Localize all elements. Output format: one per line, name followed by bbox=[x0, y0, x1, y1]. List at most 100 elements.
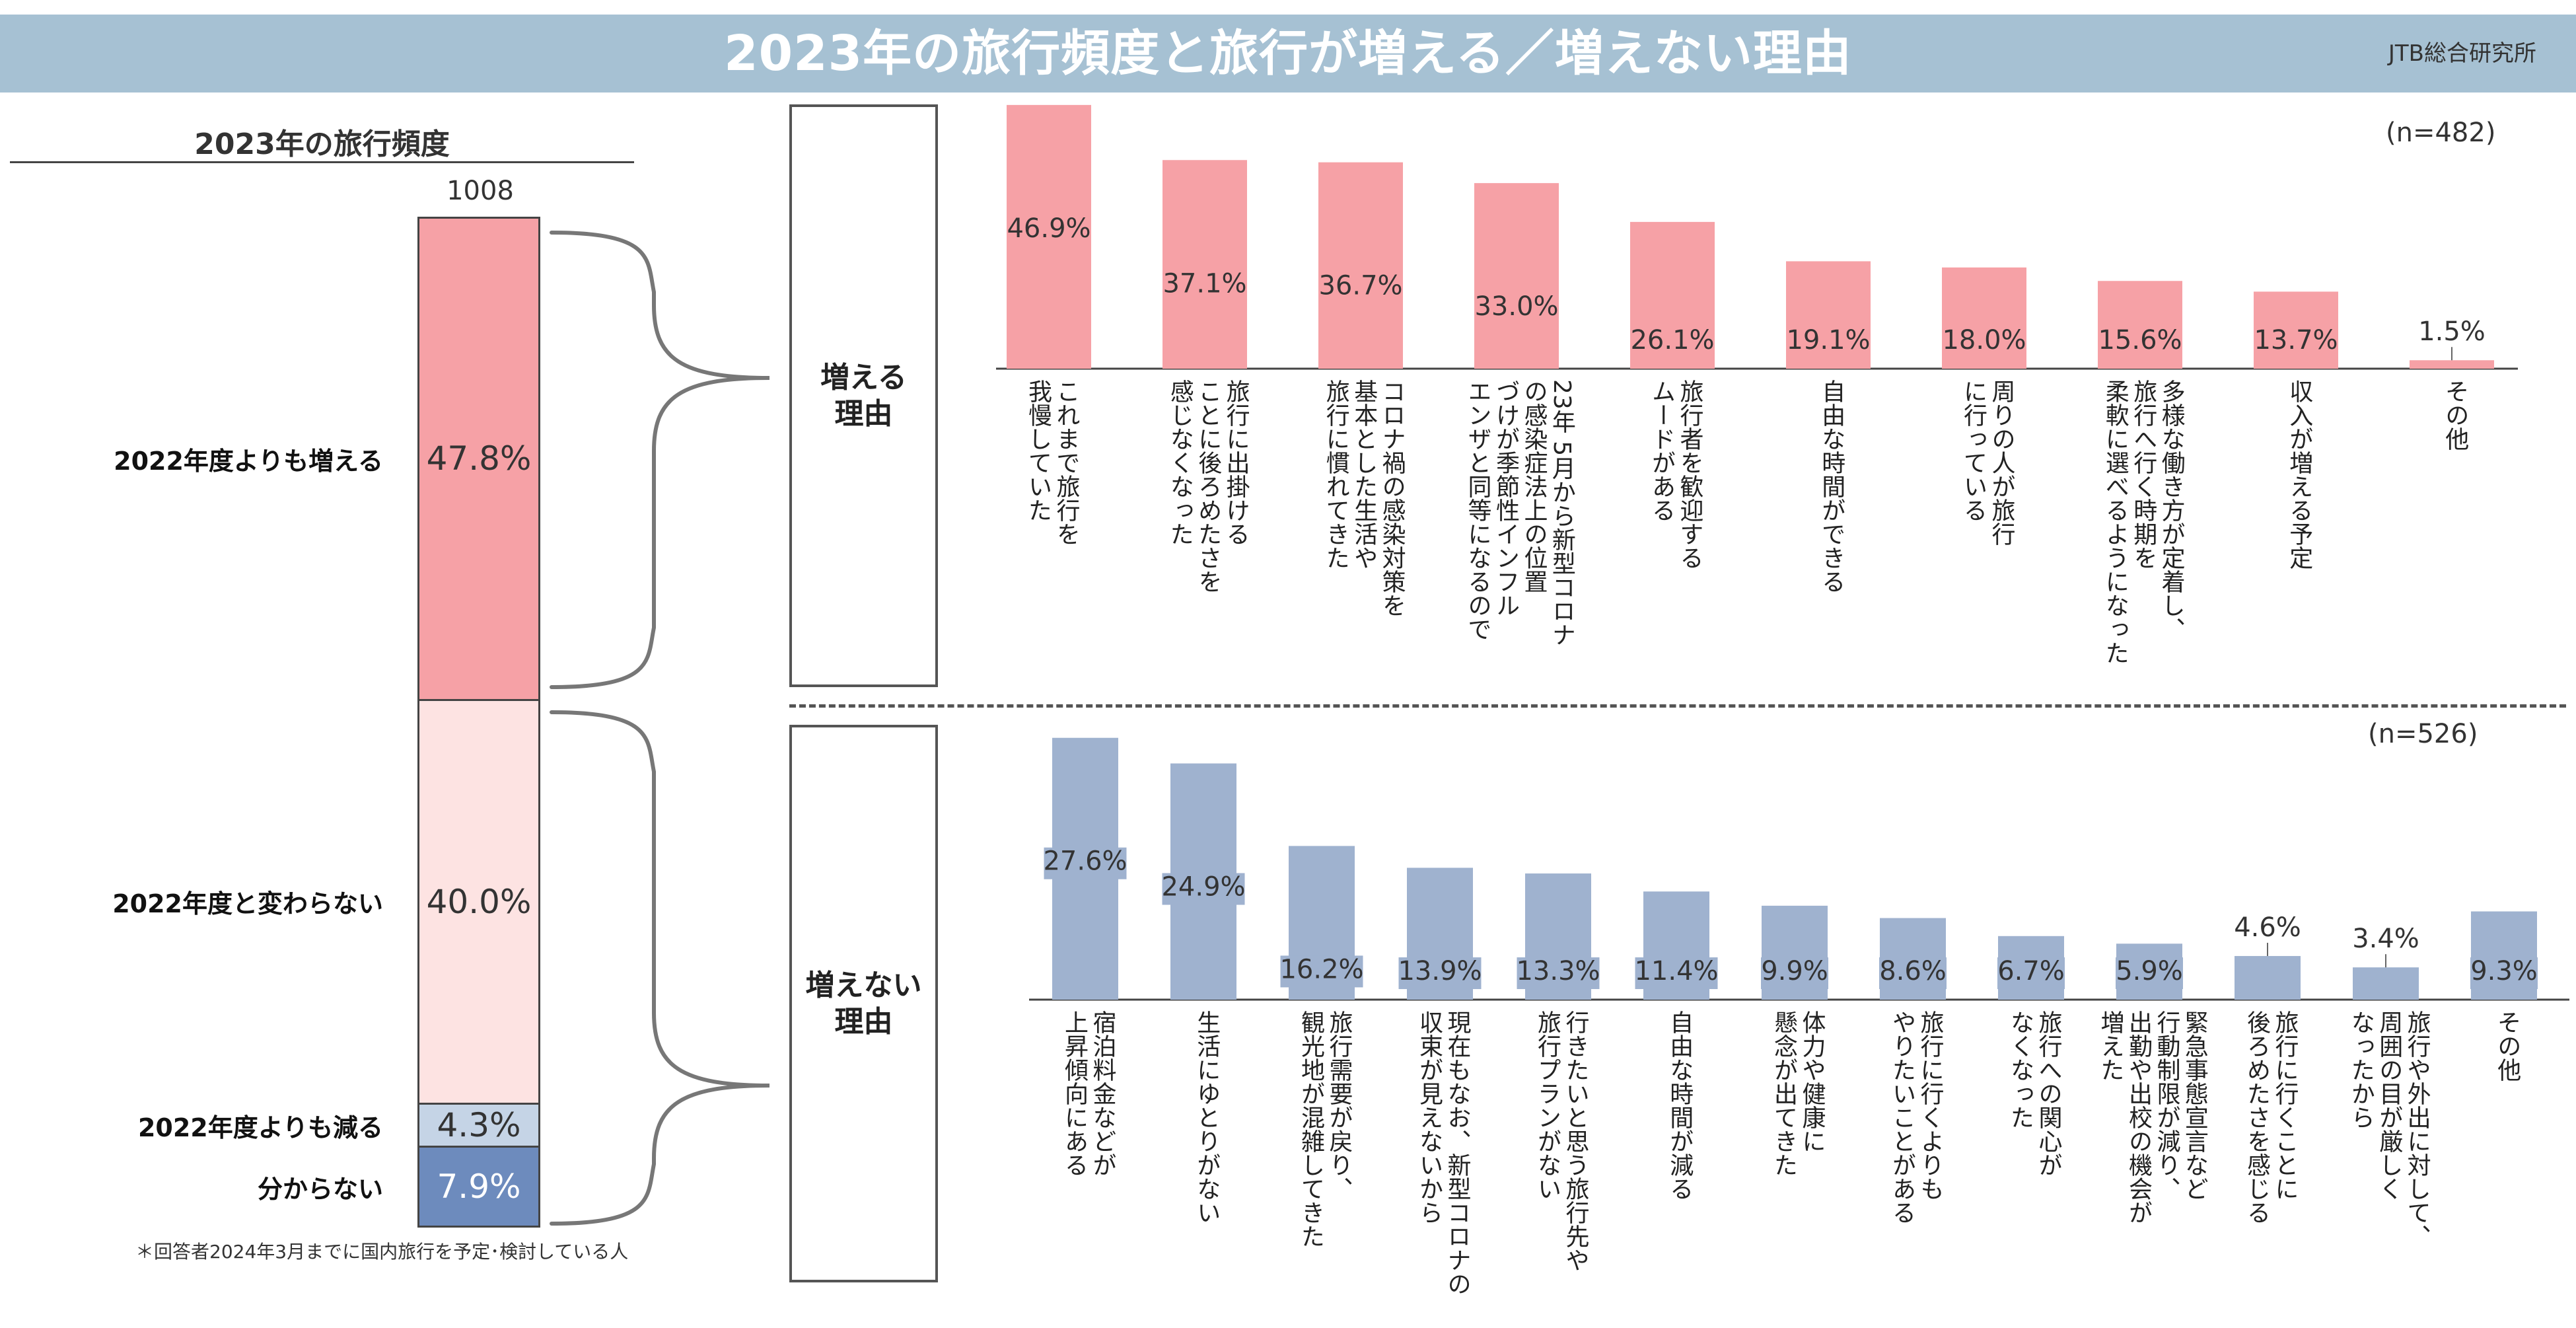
no-increase-reasons-bars: 27.6% 24.9% 16.2% 13.9% 13.3% 11.4% 9.9% 8.6% 6.… bbox=[1029, 737, 2569, 1001]
category-label: コロナ禍の感染対策を 基本とした生活や 旅行に慣れてきた bbox=[1322, 379, 1406, 617]
stack-segment-value: 4.3% bbox=[437, 1106, 521, 1145]
data-label-bg bbox=[1997, 957, 2065, 989]
increase-bracket bbox=[550, 231, 770, 689]
category-label: 旅行や外出に対して、 周囲の目が厳しく なったから bbox=[2347, 1010, 2431, 1248]
category-label: 行きたいと思う旅行先や 旅行プランがない bbox=[1533, 1010, 1589, 1272]
bar bbox=[1163, 160, 1247, 369]
category-label: 宿泊料金などが 上昇傾向にある bbox=[1060, 1010, 1116, 1177]
category-label: 旅行に出掛ける ことに後ろめたさを 感じなくなった bbox=[1166, 379, 1250, 593]
no-increase-n-label: (n=526) bbox=[2368, 719, 2478, 749]
category-label: その他 bbox=[2441, 379, 2469, 451]
category-label: 旅行需要が戻り、 観光地が混雑してきた bbox=[1297, 1010, 1353, 1248]
stack-segment-value: 7.9% bbox=[437, 1167, 521, 1206]
data-label-bg bbox=[1162, 873, 1245, 905]
bar bbox=[2235, 955, 2301, 1000]
category-label: 自由な時間が減る bbox=[1666, 1010, 1694, 1200]
stack-segment: 40.0% bbox=[417, 698, 540, 1105]
category-label: 自由な時間ができる bbox=[1818, 379, 1845, 593]
increase-reasons-bars: 46.9% 37.1% 36.7% 33.0% 26.1% 19.1% 18.0% 15.6%… bbox=[996, 104, 2518, 370]
data-label: 36.7% bbox=[1318, 271, 1402, 301]
footnote: ＊回答者2024年3月までに国内旅行を予定･検討している人 bbox=[135, 1241, 629, 1263]
data-label-bg bbox=[1007, 214, 1091, 246]
data-label-bg bbox=[1044, 847, 1127, 879]
data-label-bg bbox=[1761, 957, 1828, 989]
data-label: 27.6% bbox=[1043, 846, 1127, 877]
data-label-bg bbox=[1943, 326, 2026, 358]
category-label: 旅行に行くことに 後ろめたさを感じる bbox=[2242, 1010, 2299, 1224]
category-label: 緊急事態宣言など 行動制限が減り、 出勤や出校の機会が 増えた bbox=[2096, 1010, 2208, 1224]
bar bbox=[1318, 162, 1403, 369]
category-label: 体力や健康に 懸念が出てきた bbox=[1770, 1010, 1826, 1177]
data-label: 19.1% bbox=[1786, 325, 1870, 355]
data-label: 5.9% bbox=[2116, 956, 2183, 986]
stack-category-label: 2022年度よりも減る bbox=[137, 1113, 383, 1142]
data-label: 46.9% bbox=[1007, 213, 1091, 244]
data-label-bg bbox=[2116, 957, 2183, 989]
data-label: 4.6% bbox=[2234, 912, 2301, 943]
data-label: 6.7% bbox=[1997, 956, 2065, 986]
frequency-title-rule bbox=[10, 161, 634, 163]
data-label: 13.3% bbox=[1516, 956, 1600, 986]
category-label: 多様な働き方が定着し、 旅行へ行く時期を 柔軟に選べるようになった bbox=[2101, 379, 2185, 665]
bar bbox=[2353, 967, 2419, 1000]
stack-category-label: 分からない bbox=[257, 1174, 383, 1204]
stack-segment: 4.3% bbox=[417, 1102, 540, 1148]
data-label-bg bbox=[1635, 957, 1718, 989]
no-increase-bracket bbox=[550, 710, 770, 1226]
data-label: 26.1% bbox=[1630, 325, 1714, 355]
data-label: 18.0% bbox=[1942, 325, 2026, 355]
data-label: 9.9% bbox=[1761, 956, 1828, 986]
stack-segment-value: 40.0% bbox=[426, 882, 532, 921]
category-label: 収入が増える予定 bbox=[2285, 379, 2313, 570]
data-label-bg bbox=[2254, 326, 2338, 358]
data-label-bg bbox=[1280, 955, 1363, 988]
data-label-bg bbox=[1879, 957, 1947, 989]
brackets bbox=[550, 231, 770, 1226]
stack-category-label: 2022年度よりも増える bbox=[114, 446, 383, 476]
section-divider bbox=[789, 704, 2566, 708]
data-label: 37.1% bbox=[1163, 268, 1246, 299]
no-increase-reason-box: 増えない 理由 bbox=[789, 725, 938, 1282]
data-label: 24.9% bbox=[1161, 872, 1245, 903]
bar bbox=[2410, 360, 2494, 369]
increase-reason-box: 増える 理由 bbox=[789, 104, 938, 687]
category-label: 現在もなお、新型コロナの 収束が見えないから bbox=[1415, 1010, 1471, 1296]
frequency-chart-title: 2023年の旅行頻度 bbox=[194, 128, 450, 161]
data-label-bg bbox=[1398, 957, 1482, 989]
category-label: 23年 5月から新型コロナ の感染症法上の位置 づけが季節性インフル エンザと同等にな… bbox=[1464, 379, 1575, 647]
category-label: 旅行に行くよりも やりたいことがある bbox=[1888, 1010, 1944, 1224]
data-label: 13.7% bbox=[2254, 325, 2338, 355]
data-label-bg bbox=[2470, 957, 2538, 989]
data-label: 8.6% bbox=[1879, 956, 1947, 986]
category-label: 周りの人が旅行 に行っている bbox=[1959, 379, 2015, 546]
data-label: 11.4% bbox=[1634, 956, 1718, 986]
data-label: 9.3% bbox=[2470, 956, 2538, 986]
no-increase-reason-box-label: 増えない 理由 bbox=[805, 969, 922, 1039]
frequency-total-label: 1008 bbox=[447, 176, 514, 206]
data-label-bg bbox=[1517, 957, 1600, 989]
data-label: 3.4% bbox=[2352, 924, 2419, 954]
data-label-bg bbox=[2098, 326, 2182, 358]
category-label: 旅行者を歓迎する ムードがある bbox=[1647, 379, 1703, 570]
data-label-bg bbox=[1319, 272, 1402, 304]
data-label: 33.0% bbox=[1474, 291, 1558, 322]
data-label-bg bbox=[1475, 293, 1558, 325]
stack-segment: 47.8% bbox=[417, 217, 540, 701]
stack-segment-value: 47.8% bbox=[426, 439, 532, 478]
category-label: これまで旅行を 我慢していた bbox=[1024, 379, 1080, 546]
data-label: 16.2% bbox=[1279, 954, 1363, 984]
category-label: 旅行への関心が なくなった bbox=[2006, 1010, 2062, 1177]
data-label-bg bbox=[1163, 270, 1246, 302]
increase-reason-box-label: 増える 理由 bbox=[820, 361, 907, 431]
organization-name: JTB総合研究所 bbox=[2388, 40, 2536, 67]
data-label: 13.9% bbox=[1398, 956, 1482, 986]
data-label: 1.5% bbox=[2418, 316, 2486, 347]
bar bbox=[1474, 183, 1559, 369]
data-label-bg bbox=[1631, 326, 1714, 358]
page-title: 2023年の旅行頻度と旅行が増える／増えない理由 bbox=[724, 25, 1852, 82]
stack-category-label: 2022年度と変わらない bbox=[112, 889, 383, 919]
data-label: 15.6% bbox=[2098, 325, 2182, 355]
category-label: その他 bbox=[2493, 1010, 2521, 1082]
stack-segment: 7.9% bbox=[417, 1146, 540, 1228]
